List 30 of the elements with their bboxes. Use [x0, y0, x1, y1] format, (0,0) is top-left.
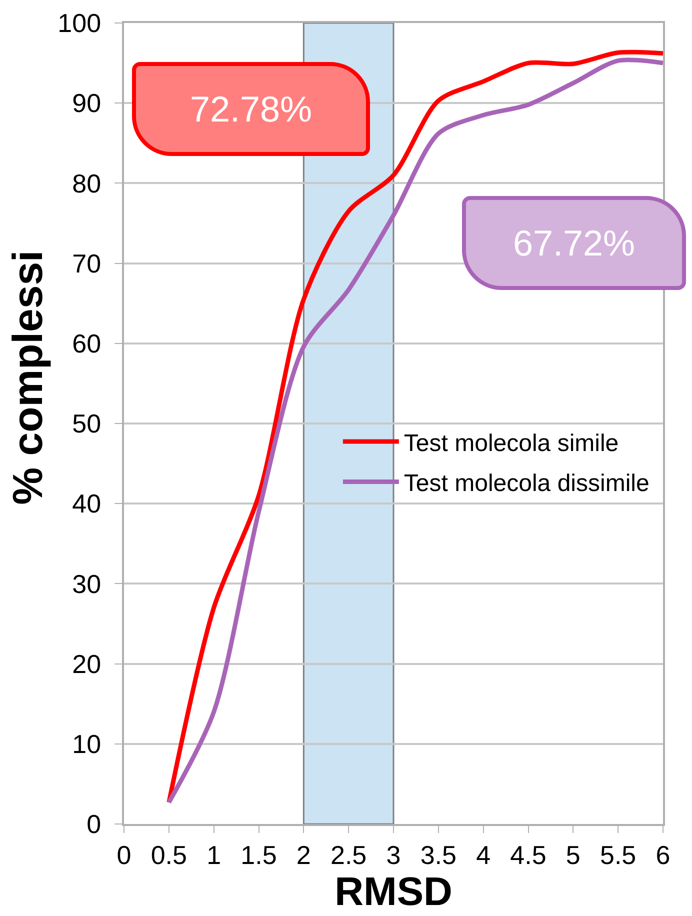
y-tick-label: 100 — [58, 8, 102, 38]
y-tick-label: 20 — [72, 648, 102, 679]
x-axis-title: RMSD — [334, 870, 452, 914]
y-tick-label: 50 — [72, 408, 102, 439]
x-tick-label: 2 — [296, 840, 311, 870]
legend-label: Test molecola simile — [404, 430, 619, 457]
y-tick-label: 70 — [72, 248, 102, 278]
x-tick-label: 3.5 — [420, 840, 456, 870]
y-axis-title: % complessi — [4, 250, 51, 505]
annotation: 67.72% — [512, 222, 636, 264]
y-tick-label: 60 — [72, 328, 102, 358]
x-tick-label: 2.5 — [330, 840, 367, 870]
x-tick-label: 5.5 — [600, 840, 636, 870]
y-tick-label: 0 — [86, 809, 102, 840]
legend-label: Test molecola dissimile — [404, 470, 650, 498]
y-tick-label: 40 — [72, 488, 102, 519]
x-tick-label: 1.5 — [240, 840, 277, 870]
x-tick-label: 0.5 — [150, 840, 187, 870]
x-tick-label: 1 — [206, 840, 222, 870]
annotation: 72.78% — [190, 88, 312, 130]
x-tick-label: 0 — [116, 840, 132, 870]
x-tick-label: 4 — [476, 840, 491, 870]
y-tick-label: 80 — [72, 168, 102, 198]
y-tick-label: 90 — [72, 88, 102, 118]
y-tick-label: 30 — [72, 568, 102, 599]
x-tick-label: 5 — [566, 840, 580, 870]
x-tick-label: 6 — [656, 840, 670, 870]
x-tick-label: 4.5 — [510, 840, 546, 870]
y-tick-label: 10 — [72, 729, 102, 759]
x-tick-label: 3 — [386, 840, 401, 870]
